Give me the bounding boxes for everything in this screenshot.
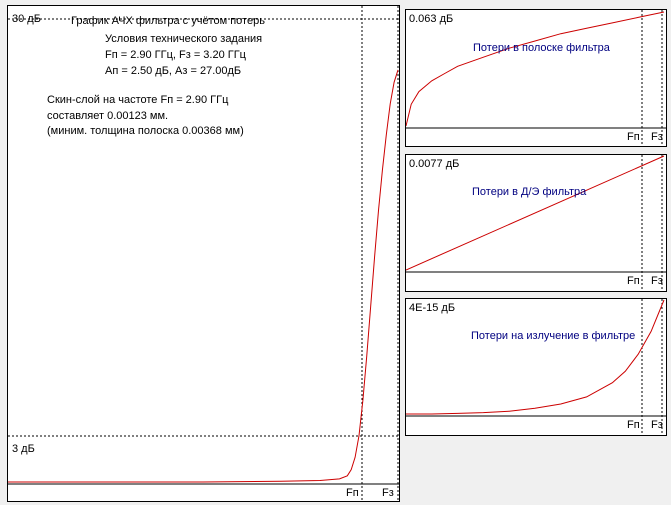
y-max-label: 0.0077 дБ (409, 158, 460, 170)
y-max-label: 4E-15 дБ (409, 302, 456, 314)
conditions-title: Условия технического задания (105, 33, 263, 45)
skin-layer-line1: Скин-слой на частоте Fп = 2.90 ГГц (47, 94, 229, 106)
skin-layer-line2: составляет 0.00123 мм. (47, 110, 169, 122)
fp-label: Fп (346, 487, 359, 499)
conditions-line1: Fп = 2.90 ГГц, Fз = 3.20 ГГц (105, 49, 246, 61)
fz-label: Fз (651, 131, 663, 143)
fz-label: Fз (651, 419, 663, 431)
fp-label: Fп (627, 131, 640, 143)
dielectric-loss-curve (406, 155, 665, 271)
chart-title: График АЧХ фильтра с учётом потерь (71, 15, 265, 27)
strip-loss-svg (406, 10, 666, 146)
radiation-loss-panel: 4E-15 дБ Потери на излучение в фильтре F… (405, 298, 667, 436)
radiation-loss-curve (406, 299, 665, 415)
panel-title: Потери в Д/Э фильтра (472, 186, 587, 198)
frequency-response-curve (8, 69, 399, 483)
skin-layer-line3: (миним. толщина полоска 0.00368 мм) (47, 125, 244, 137)
panel-title: Потери на излучение в фильтре (471, 330, 636, 342)
radiation-loss-svg (406, 299, 666, 435)
panel-title: Потери в полоске фильтра (473, 42, 610, 54)
fp-label: Fп (627, 419, 640, 431)
strip-loss-panel: 0.063 дБ Потери в полоске фильтра Fп Fз (405, 9, 667, 147)
main-chart-svg (8, 6, 399, 501)
conditions-line2: Ап = 2.50 дБ, Аз = 27.00дБ (105, 65, 242, 77)
3db-label: 3 дБ (12, 443, 35, 455)
main-chart-panel: 30 дБ График АЧХ фильтра с учётом потерь… (7, 5, 400, 502)
fz-label: Fз (382, 487, 394, 499)
strip-loss-curve (406, 11, 665, 127)
y-max-label: 0.063 дБ (409, 13, 454, 25)
fp-label: Fп (627, 275, 640, 287)
fz-label: Fз (651, 275, 663, 287)
dielectric-loss-svg (406, 155, 666, 291)
y-max-label: 30 дБ (12, 13, 41, 25)
dielectric-loss-panel: 0.0077 дБ Потери в Д/Э фильтра Fп Fз (405, 154, 667, 292)
